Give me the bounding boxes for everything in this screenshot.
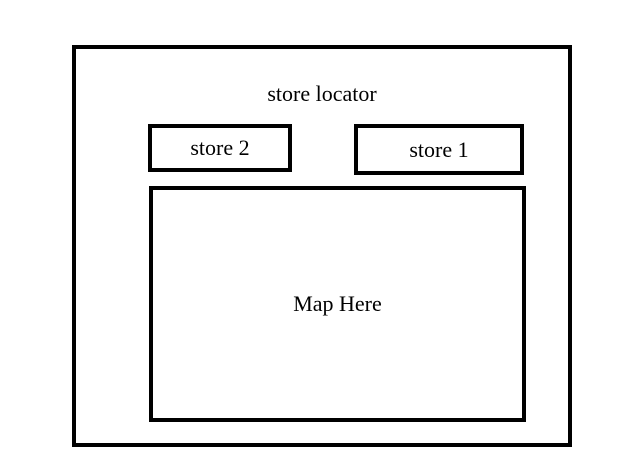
store-1-label: store 1 bbox=[409, 136, 469, 162]
store-2-button[interactable]: store 2 bbox=[148, 124, 292, 172]
store-2-label: store 2 bbox=[190, 135, 250, 160]
map-area[interactable]: Map Here bbox=[149, 186, 526, 422]
store-1-button[interactable]: store 1 bbox=[354, 124, 524, 175]
page-title: store locator bbox=[267, 81, 377, 106]
map-placeholder: Map Here bbox=[293, 291, 382, 316]
